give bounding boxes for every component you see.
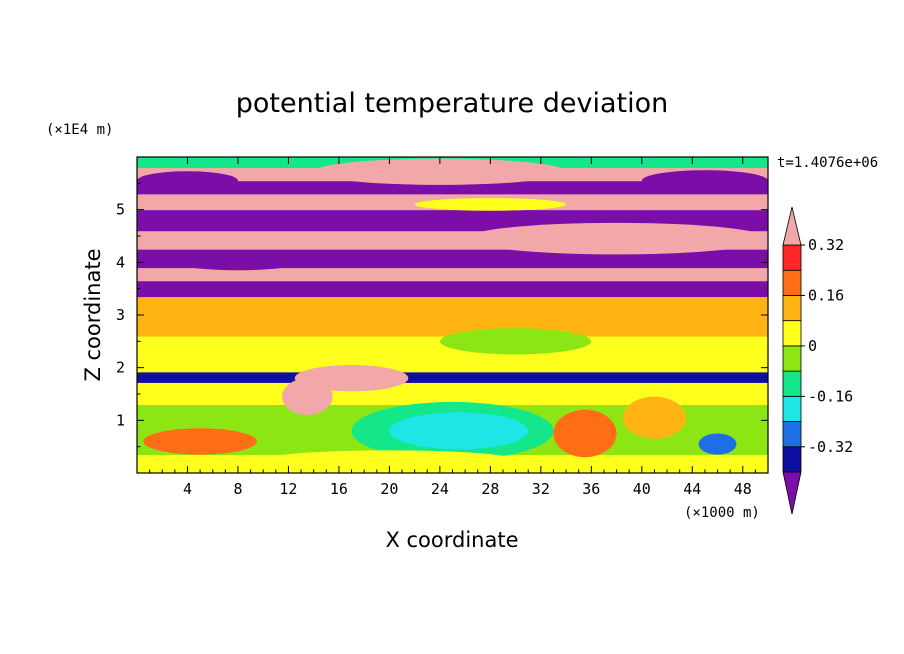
y-tick-label: 1 xyxy=(116,411,125,429)
x-axis-ticks: 4 8 12 16 20 24 28 32 36 40 44 48 xyxy=(149,157,756,498)
x-axis-unit: (×1000 m) xyxy=(684,505,760,521)
x-tick-label: 4 xyxy=(183,480,192,498)
colorbar-box xyxy=(782,446,802,473)
contour-region-11 xyxy=(414,198,567,211)
x-tick-label: 32 xyxy=(532,480,550,498)
colorbar-box xyxy=(782,345,802,372)
contour-band-7 xyxy=(137,267,768,282)
colorbar-labels: 0.32 0.16 0 -0.16 -0.32 xyxy=(801,236,853,456)
contour-region-13 xyxy=(174,254,302,271)
time-label: t=1.4076e+06 xyxy=(777,155,878,171)
contour-region-10 xyxy=(641,170,768,192)
contour-region-3 xyxy=(622,396,686,439)
colorbar-box xyxy=(782,395,802,422)
y-axis-ticks: 1 2 3 4 5 xyxy=(116,182,768,448)
plot-area xyxy=(137,157,768,473)
colorbar-label: -0.32 xyxy=(808,438,853,456)
contour-region-15 xyxy=(263,450,516,470)
x-tick-label: 8 xyxy=(233,480,242,498)
colorbar xyxy=(782,206,802,515)
y-axis-unit: (×1E4 m) xyxy=(46,122,113,138)
contour-region-2 xyxy=(553,409,617,458)
contour-region-1 xyxy=(389,412,529,450)
colorbar-max-arrow xyxy=(782,206,802,246)
colorbar-box xyxy=(782,295,802,322)
x-tick-label: 36 xyxy=(582,480,600,498)
colorbar-label: -0.16 xyxy=(808,387,853,405)
x-axis-label: X coordinate xyxy=(385,528,518,552)
colorbar-label: 0.16 xyxy=(808,286,844,304)
colorbar-box xyxy=(782,370,802,397)
colorbar-min-arrow xyxy=(782,471,802,515)
colorbar-box xyxy=(782,269,802,296)
contour-band-6 xyxy=(137,280,768,298)
colorbar-label: 0 xyxy=(808,337,817,355)
contour-band-3 xyxy=(137,371,768,383)
colorbar-label: 0.32 xyxy=(808,236,844,254)
y-axis-label: Z coordinate xyxy=(81,248,105,381)
contour-band-12 xyxy=(137,180,768,195)
contour-region-5 xyxy=(698,433,737,455)
x-tick-label: 24 xyxy=(431,480,449,498)
x-tick-label: 16 xyxy=(330,480,348,498)
contour-region-9 xyxy=(137,171,238,191)
x-tick-label: 40 xyxy=(633,480,651,498)
contour-band-5 xyxy=(137,296,768,337)
colorbar-box xyxy=(782,320,802,347)
x-tick-label: 12 xyxy=(279,480,297,498)
y-tick-label: 2 xyxy=(116,359,125,377)
y-tick-label: 4 xyxy=(116,253,125,271)
y-tick-label: 5 xyxy=(116,201,125,219)
contour-region-14 xyxy=(439,328,592,355)
x-tick-label: 20 xyxy=(380,480,398,498)
x-tick-label: 28 xyxy=(481,480,499,498)
x-tick-label: 48 xyxy=(734,480,752,498)
contour-region-12 xyxy=(465,222,768,255)
y-tick-label: 3 xyxy=(116,306,125,324)
colorbar-box xyxy=(782,244,802,271)
contour-region-8 xyxy=(313,158,567,185)
contour-region-7 xyxy=(282,378,333,416)
chart-title: potential temperature deviation xyxy=(236,88,668,119)
x-tick-label: 44 xyxy=(683,480,701,498)
contour-region-4 xyxy=(143,428,257,455)
colorbar-box xyxy=(782,421,802,448)
